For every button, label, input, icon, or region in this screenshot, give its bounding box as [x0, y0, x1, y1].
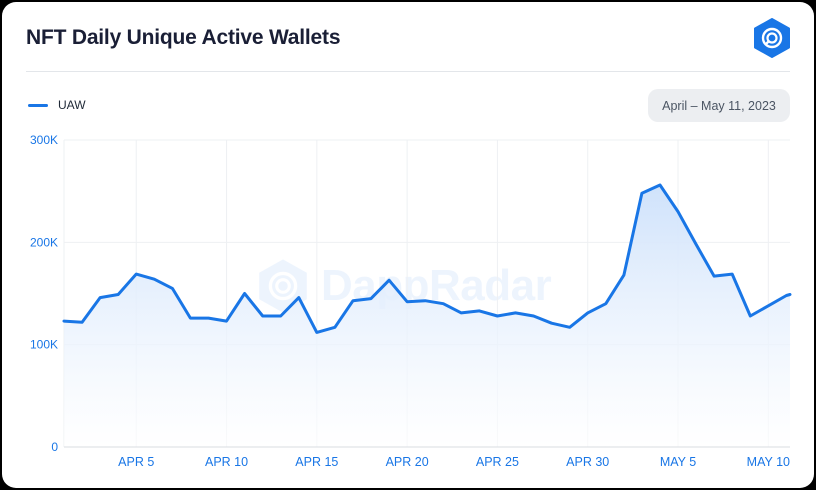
date-range-button[interactable]: April – May 11, 2023: [648, 89, 790, 122]
x-tick-label: APR 15: [295, 455, 338, 469]
x-tick-label: MAY 5: [660, 455, 696, 469]
x-tick-label: APR 5: [118, 455, 154, 469]
chart-legend[interactable]: UAW: [28, 98, 86, 112]
header-divider: [26, 71, 790, 72]
x-tick-label: APR 25: [476, 455, 519, 469]
x-tick-label: APR 20: [386, 455, 429, 469]
chart-title: NFT Daily Unique Active Wallets: [26, 26, 341, 49]
y-tick-label: 0: [51, 440, 58, 454]
uaw-series-line: [62, 183, 792, 334]
dappradar-logo-icon: [754, 18, 790, 58]
x-tick-label: MAY 10: [747, 455, 790, 469]
y-tick-label: 300K: [30, 133, 58, 147]
uaw-area-fill: [64, 185, 790, 447]
legend-swatch-uaw: [28, 103, 48, 107]
legend-label-uaw: UAW: [58, 98, 86, 112]
x-tick-label: APR 10: [205, 455, 248, 469]
y-tick-label: 100K: [30, 338, 58, 352]
x-tick-label: APR 30: [566, 455, 609, 469]
y-tick-label: 200K: [30, 235, 58, 249]
